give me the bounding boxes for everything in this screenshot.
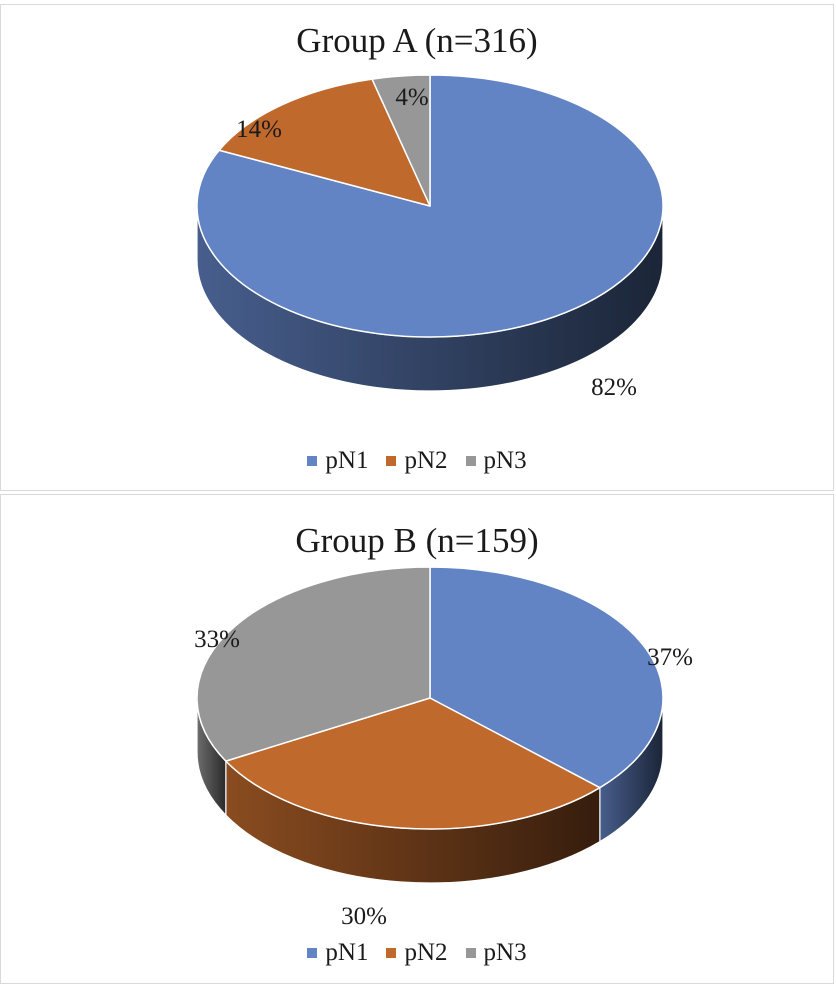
pie-side-walls xyxy=(196,697,664,884)
data-label-pn3: 4% xyxy=(395,84,428,111)
chart-title: Group A (n=316) xyxy=(296,21,538,60)
pie-top xyxy=(196,566,664,830)
legend-label: pN1 xyxy=(325,447,369,474)
data-label-pn3: 33% xyxy=(194,626,240,653)
data-label-pn2: 30% xyxy=(341,903,387,930)
legend-swatch-pn2 xyxy=(386,456,397,466)
legend-swatch-pn2 xyxy=(386,948,397,958)
legend-swatch-pn1 xyxy=(307,456,318,466)
legend: pN1 pN2 pN3 xyxy=(1,447,833,475)
legend-item-pn3: pN3 xyxy=(465,939,527,967)
legend-label: pN3 xyxy=(483,447,527,474)
pie-chart-group-b: 37% 30% 33% xyxy=(194,566,693,930)
pie-top xyxy=(196,74,664,338)
legend-item-pn2: pN2 xyxy=(386,447,448,475)
legend-label: pN2 xyxy=(404,447,448,474)
chart-panel-group-a: Group A (n=316) 82% 14% 4% pN1 pN2 pN3 xyxy=(0,4,834,491)
legend-swatch-pn3 xyxy=(465,456,476,466)
pie-slice-pn3 xyxy=(196,566,431,762)
legend-label: pN1 xyxy=(325,939,369,966)
pie-slice-pn2 xyxy=(225,697,601,830)
data-label-pn1: 82% xyxy=(591,374,637,401)
pie-chart-group-a: 82% 14% 4% xyxy=(196,74,664,401)
legend-item-pn2: pN2 xyxy=(386,939,448,967)
legend-item-pn1: pN1 xyxy=(307,447,368,475)
legend-item-pn1: pN1 xyxy=(307,939,368,967)
data-label-pn1: 37% xyxy=(647,644,693,671)
legend-label: pN3 xyxy=(483,939,527,966)
chart-panel-group-b: Group B (n=159) 37% 30% 33% pN1 pN2 pN3 xyxy=(0,494,834,984)
chart-title: Group B (n=159) xyxy=(295,521,539,560)
legend-item-pn3: pN3 xyxy=(465,447,527,475)
data-label-pn2: 14% xyxy=(236,116,282,143)
legend: pN1 pN2 pN3 xyxy=(1,939,833,967)
pie-slice-pn1 xyxy=(429,566,664,789)
legend-swatch-pn1 xyxy=(307,948,318,958)
pie-slice-pn2 xyxy=(218,78,431,207)
legend-label: pN2 xyxy=(404,939,448,966)
legend-swatch-pn3 xyxy=(465,948,476,958)
pie-slice-pn3 xyxy=(371,74,431,207)
